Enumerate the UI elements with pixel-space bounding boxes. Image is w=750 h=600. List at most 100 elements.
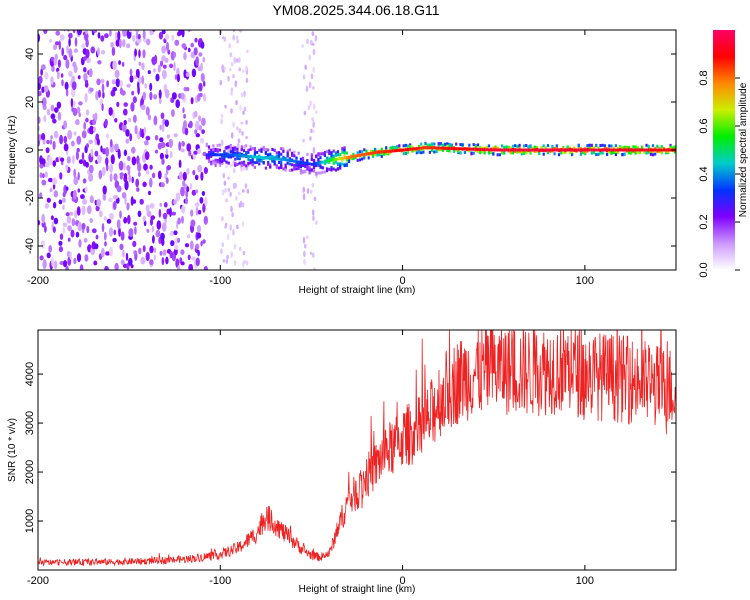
- spectrogram-noise-cell: [123, 149, 128, 157]
- spectrogram-noise-cell: [55, 30, 60, 36]
- spectrogram-noise-cell: [147, 70, 151, 75]
- spectrogram-noise-cell: [189, 240, 194, 250]
- spectrogram-ridge-cell: [527, 148, 530, 152]
- spectrogram-noise-cell: [48, 245, 52, 253]
- spectrogram-ridge-cell: [221, 154, 224, 158]
- spectrogram-noise-cell: [168, 138, 174, 148]
- spectrogram-ridge-cell: [573, 148, 576, 152]
- spectrogram-ridge-cell: [501, 144, 504, 148]
- spectrogram-noise-cell: [123, 162, 126, 171]
- spectrogram-noise-cell: [123, 102, 128, 107]
- spectrogram-noise-cell: [42, 259, 47, 270]
- spectrogram-noise-cell: [191, 23, 195, 29]
- spectrogram-ridge-cell: [339, 166, 342, 170]
- spectrogram-noise-cell: [225, 259, 229, 264]
- spectrogram-noise-cell: [88, 139, 93, 145]
- spectrogram-ridge-cell: [299, 171, 302, 175]
- spectrogram-ridge-cell: [347, 159, 351, 163]
- spectrogram-ridge-cell: [505, 148, 508, 152]
- spectrogram-ridge-cell: [525, 144, 528, 147]
- spectrogram-noise-cell: [234, 80, 238, 84]
- spectrogram-xtick-label: 0: [400, 275, 406, 287]
- spectrogram-ridge-cell: [221, 157, 224, 161]
- spectrogram-noise-cell: [219, 79, 223, 86]
- spectrogram-ridge-cell: [527, 145, 530, 149]
- spectrogram-ridge-cell: [282, 157, 285, 161]
- spectrogram-noise-cell: [95, 90, 99, 101]
- spectrogram-ridge-cell: [492, 152, 495, 156]
- spectrogram-noise-cell: [112, 237, 117, 243]
- spectrogram-noise-cell: [88, 173, 94, 182]
- spectrogram-noise-cell: [228, 43, 231, 49]
- spectrogram-noise-cell: [302, 74, 306, 80]
- spectrogram-ridge-cell: [330, 154, 333, 158]
- spectrogram-noise-cell: [153, 254, 156, 261]
- spectrogram-ridge-cell: [249, 161, 252, 165]
- spectrogram-noise-cell: [202, 151, 207, 157]
- spectrogram-ridge-cell: [264, 151, 267, 155]
- spectrogram-noise-cell: [220, 118, 223, 125]
- figure-title: YM08.2025.344.06.18.G11: [272, 2, 439, 18]
- spectrogram-ridge-cell: [636, 146, 639, 150]
- spectrogram-ridge-cell: [236, 151, 239, 155]
- spectrogram-ridge-cell: [336, 167, 340, 171]
- spectrogram-noise-cell: [312, 66, 316, 73]
- spectrogram-noise-cell: [246, 49, 249, 54]
- spectrogram-noise-cell: [220, 139, 224, 146]
- spectrogram-ridge-cell: [634, 151, 637, 155]
- spectrogram-ridge-cell: [577, 144, 580, 148]
- spectrogram-ridge-cell: [345, 158, 348, 162]
- spectrogram-ridge-cell: [511, 151, 515, 155]
- spectrogram-ridge-cell: [654, 148, 657, 152]
- spectrogram-ridge-cell: [229, 155, 232, 159]
- spectrogram-noise-cell: [38, 33, 41, 43]
- spectrogram-noise-cell: [63, 120, 67, 129]
- spectrogram-ridge-cell: [269, 156, 272, 160]
- spectrogram-ridge-cell: [321, 166, 324, 170]
- spectrogram-noise-cell: [161, 45, 167, 54]
- spectrogram-noise-cell: [90, 46, 96, 54]
- spectrogram-ridge-cell: [210, 155, 213, 158]
- spectrogram-noise-cell: [180, 186, 185, 197]
- spectrogram-ridge-cell: [319, 152, 322, 156]
- spectrogram-noise-cell: [86, 109, 89, 116]
- spectrogram-noise-cell: [230, 62, 234, 67]
- spectrogram-ridge-cell: [229, 147, 232, 151]
- spectrogram-ridge-cell: [667, 148, 670, 152]
- spectrogram-ridge-cell: [409, 143, 412, 147]
- spectrogram-noise-cell: [307, 105, 311, 111]
- spectrogram-noise-cell: [82, 178, 87, 184]
- spectrogram-ridge-cell: [437, 148, 440, 152]
- colorbar-ticks: 0.0 0.2 0.4 0.6 0.8: [698, 70, 740, 278]
- spectrogram-ridge-cell: [216, 160, 219, 164]
- spectrogram-ridge-cell: [249, 159, 252, 162]
- spectrogram-noise-cell: [155, 73, 160, 82]
- spectrogram-ridge-cell: [496, 153, 499, 157]
- spectrogram-ridge-cell: [277, 156, 281, 159]
- spectrogram-ridge-cell: [406, 148, 410, 151]
- spectrogram-ridge-cell: [518, 143, 521, 147]
- spectrogram-ridge-cell: [441, 148, 445, 152]
- spectrogram-noise-cell: [116, 219, 121, 230]
- spectrogram-noise-cell: [70, 98, 74, 108]
- spectrogram-ridge-cell: [240, 161, 243, 165]
- spectrogram-noise-cell: [156, 220, 162, 230]
- spectrogram-ridge-cell: [345, 163, 348, 167]
- spectrogram-noise-cell: [153, 94, 158, 100]
- spectrogram-ridge-cell: [409, 145, 412, 149]
- spectrogram-ridge-cell: [431, 142, 434, 146]
- spectrogram-noise-cell: [91, 228, 97, 234]
- spectrogram-noise-cell: [239, 200, 243, 208]
- spectrogram-noise-cell: [181, 30, 185, 38]
- spectrogram-noise-cell: [117, 148, 121, 157]
- spectrogram-ridge-cell: [258, 148, 261, 152]
- spectrogram-noise-cell: [46, 197, 51, 203]
- spectrogram-noise-cell: [220, 113, 224, 119]
- spectrogram-ridge-cell: [365, 152, 368, 156]
- spectrogram-noise-cell: [201, 191, 206, 196]
- spectrogram-noise-cell: [59, 233, 64, 240]
- spectrogram-ridge-cell: [507, 148, 510, 152]
- spectrogram-ridge-cell: [382, 150, 386, 154]
- spectrogram-ridge-cell: [599, 148, 602, 152]
- spectrogram-ridge-cell: [280, 166, 283, 169]
